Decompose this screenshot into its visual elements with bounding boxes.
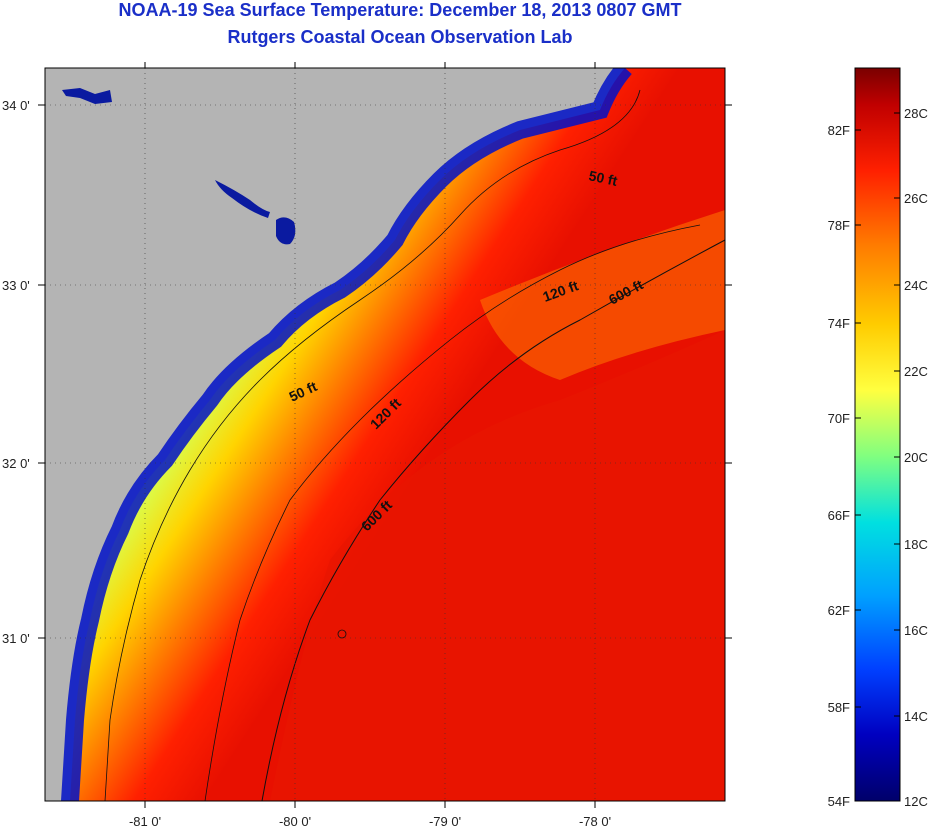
lon-tick-label: -80 0' [279,814,311,829]
colorbar-f-label: 58F [828,700,850,715]
warm-band [480,210,725,380]
colorbar-c-label: 22C [904,364,928,379]
lake-marker [62,88,112,104]
colorbar-f-label: 82F [828,123,850,138]
colorbar-c-label: 18C [904,537,928,552]
colorbar-f-label: 74F [828,316,850,331]
colorbar-c-label: 12C [904,794,928,809]
colorbar-c-label: 28C [904,106,928,121]
plot-frame [44,67,726,802]
contour-label: 50 ft [587,167,619,189]
plot-area [45,68,725,801]
lake-marker [215,180,270,218]
colorbar-c-label: 14C [904,709,928,724]
colorbar-c-label: 26C [904,191,928,206]
colorbar [854,67,901,802]
lon-tick-label: -81 0' [129,814,161,829]
colorbar-f-label: 54F [828,794,850,809]
lat-tick-label: 33 0' [2,278,30,293]
map-title: NOAA-19 Sea Surface Temperature: Decembe… [118,0,682,20]
land-mass [45,68,625,801]
colorbar-f-label: 62F [828,603,850,618]
tick-marks [38,62,732,808]
colorbar-c-label: 20C [904,450,928,465]
colorbar-f-label: 70F [828,411,850,426]
grid-lines [45,68,725,801]
isobath-50ft [104,89,641,801]
lat-tick-label: 34 0' [2,98,30,113]
lon-tick-label: -78 0' [579,814,611,829]
map-subtitle: Rutgers Coastal Ocean Observation Lab [227,27,573,47]
lon-tick-label: -79 0' [429,814,461,829]
colorbar-c-label: 16C [904,623,928,638]
isobath-120ft [204,224,701,801]
lat-tick-label: 32 0' [2,456,30,471]
lat-tick-label: 31 0' [2,631,30,646]
isobath-600ft [261,239,725,801]
colorbar-ticks [855,112,900,717]
lake-marker [276,217,296,245]
colorbar-f-label: 66F [828,508,850,523]
warm-water-core [270,330,725,801]
coastal-band [61,68,632,801]
colorbar-c-label: 24C [904,278,928,293]
feature-marker [337,629,347,639]
colorbar-f-label: 78F [828,218,850,233]
